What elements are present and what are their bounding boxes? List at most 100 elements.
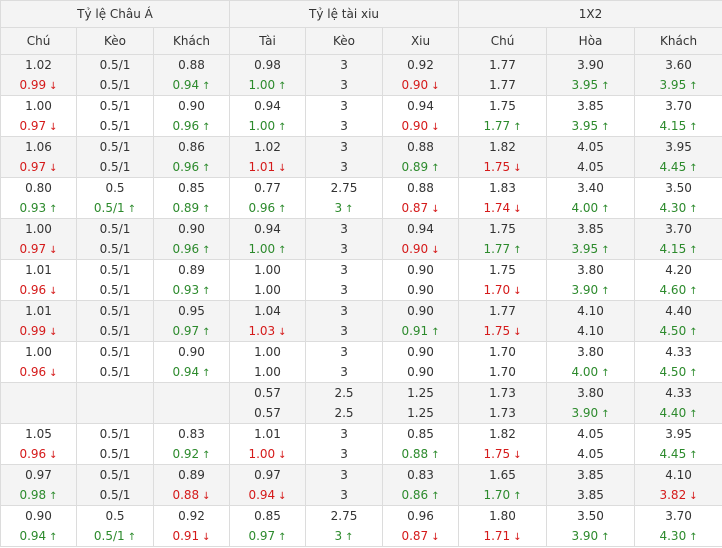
opening-odds: 4.33	[635, 342, 722, 362]
odds-value: 3.90	[571, 529, 598, 543]
opening-odds: 0.94	[230, 219, 305, 239]
current-odds: 1.75↓	[459, 444, 546, 464]
odds-value: 0.88	[172, 488, 199, 502]
opening-odds: 0.5/1	[77, 96, 153, 116]
odds-value: 2.75	[331, 181, 358, 195]
arrow-down-icon: ↓	[431, 532, 439, 543]
odds-value: 1.00	[248, 78, 275, 92]
opening-odds: 0.85	[230, 506, 305, 526]
odds-value: 0.89	[172, 201, 199, 215]
odds-value: 0.90	[25, 509, 52, 523]
current-odds: 3	[306, 485, 382, 505]
odds-value: 1.70	[483, 488, 510, 502]
opening-odds: 3	[306, 301, 382, 321]
odds-value: 0.96	[19, 283, 46, 297]
odds-value: 4.15	[659, 242, 686, 256]
odds-value: 3.82	[659, 488, 686, 502]
current-odds: 4.50↑	[635, 321, 722, 341]
current-odds: 0.89↑	[383, 157, 458, 177]
odds-value: 3.85	[577, 488, 604, 502]
odds-value: 0.5/1	[100, 447, 131, 461]
arrow-up-icon: ↑	[689, 450, 697, 461]
opening-odds: 3.95	[635, 424, 722, 444]
odds-value: 0.97	[19, 119, 46, 133]
opening-odds: 1.00	[1, 219, 76, 239]
current-odds: 0.88↓	[154, 485, 229, 505]
arrow-down-icon: ↓	[278, 450, 286, 461]
opening-odds: 1.05	[1, 424, 76, 444]
odds-value: 1.73	[489, 406, 516, 420]
odds-value: 1.75	[489, 263, 516, 277]
opening-odds: 0.5/1	[77, 424, 153, 444]
arrow-up-icon: ↑	[601, 245, 609, 256]
current-odds: 3	[306, 75, 382, 95]
odds-value: 1.75	[483, 324, 510, 338]
arrow-up-icon: ↑	[278, 532, 286, 543]
opening-odds: 0.88	[154, 55, 229, 75]
odds-value: 4.05	[577, 160, 604, 174]
odds-value: 3.70	[665, 99, 692, 113]
arrow-up-icon: ↑	[513, 245, 521, 256]
opening-odds: 0.5/1	[77, 219, 153, 239]
odds-value: 4.10	[577, 324, 604, 338]
odds-value: 0.98	[19, 488, 46, 502]
current-odds: 3.95↑	[635, 75, 722, 95]
arrow-down-icon: ↓	[278, 491, 286, 502]
odds-value: 0.5	[105, 509, 124, 523]
odds-value: 0.94	[254, 99, 281, 113]
odds-value: 0.99	[19, 324, 46, 338]
opening-odds: 3.85	[547, 96, 634, 116]
current-odds: 3	[306, 444, 382, 464]
odds-value: 3	[340, 99, 348, 113]
current-odds: 0.99↓	[1, 75, 76, 95]
arrow-down-icon: ↓	[513, 204, 521, 215]
opening-odds: 0.90	[383, 342, 458, 362]
current-odds: 4.15↑	[635, 239, 722, 259]
odds-value: 1.70	[489, 345, 516, 359]
odds-value: 0.86	[178, 140, 205, 154]
odds-value: 0.94	[407, 99, 434, 113]
odds-value: 4.50	[659, 324, 686, 338]
arrow-up-icon: ↑	[513, 122, 521, 133]
opening-odds: 1.80	[459, 506, 546, 526]
odds-value: 4.00	[571, 365, 598, 379]
arrow-up-icon: ↑	[689, 409, 697, 420]
current-odds: 1.70	[459, 362, 546, 382]
odds-value: 4.33	[665, 345, 692, 359]
odds-value: 1.00	[254, 345, 281, 359]
col-1x2-draw: Hòa	[547, 28, 635, 55]
odds-value: 0.97	[19, 242, 46, 256]
opening-odds: 0.96	[383, 506, 458, 526]
odds-value: 0.5/1	[100, 78, 131, 92]
current-odds: 3.90↑	[547, 280, 634, 300]
current-odds: 3.95↑	[547, 239, 634, 259]
odds-value: 1.01	[25, 304, 52, 318]
odds-value: 1.00	[248, 242, 275, 256]
odds-value: 0.5/1	[100, 345, 131, 359]
current-odds: 0.93↑	[154, 280, 229, 300]
arrow-down-icon: ↓	[49, 122, 57, 133]
opening-odds: 0.92	[383, 55, 458, 75]
current-odds: 0.97↓	[1, 157, 76, 177]
odds-value: 0.97	[25, 468, 52, 482]
arrow-up-icon: ↑	[601, 368, 609, 379]
odds-value: 0.94	[172, 365, 199, 379]
arrow-down-icon: ↓	[513, 450, 521, 461]
odds-value: 3.85	[577, 222, 604, 236]
